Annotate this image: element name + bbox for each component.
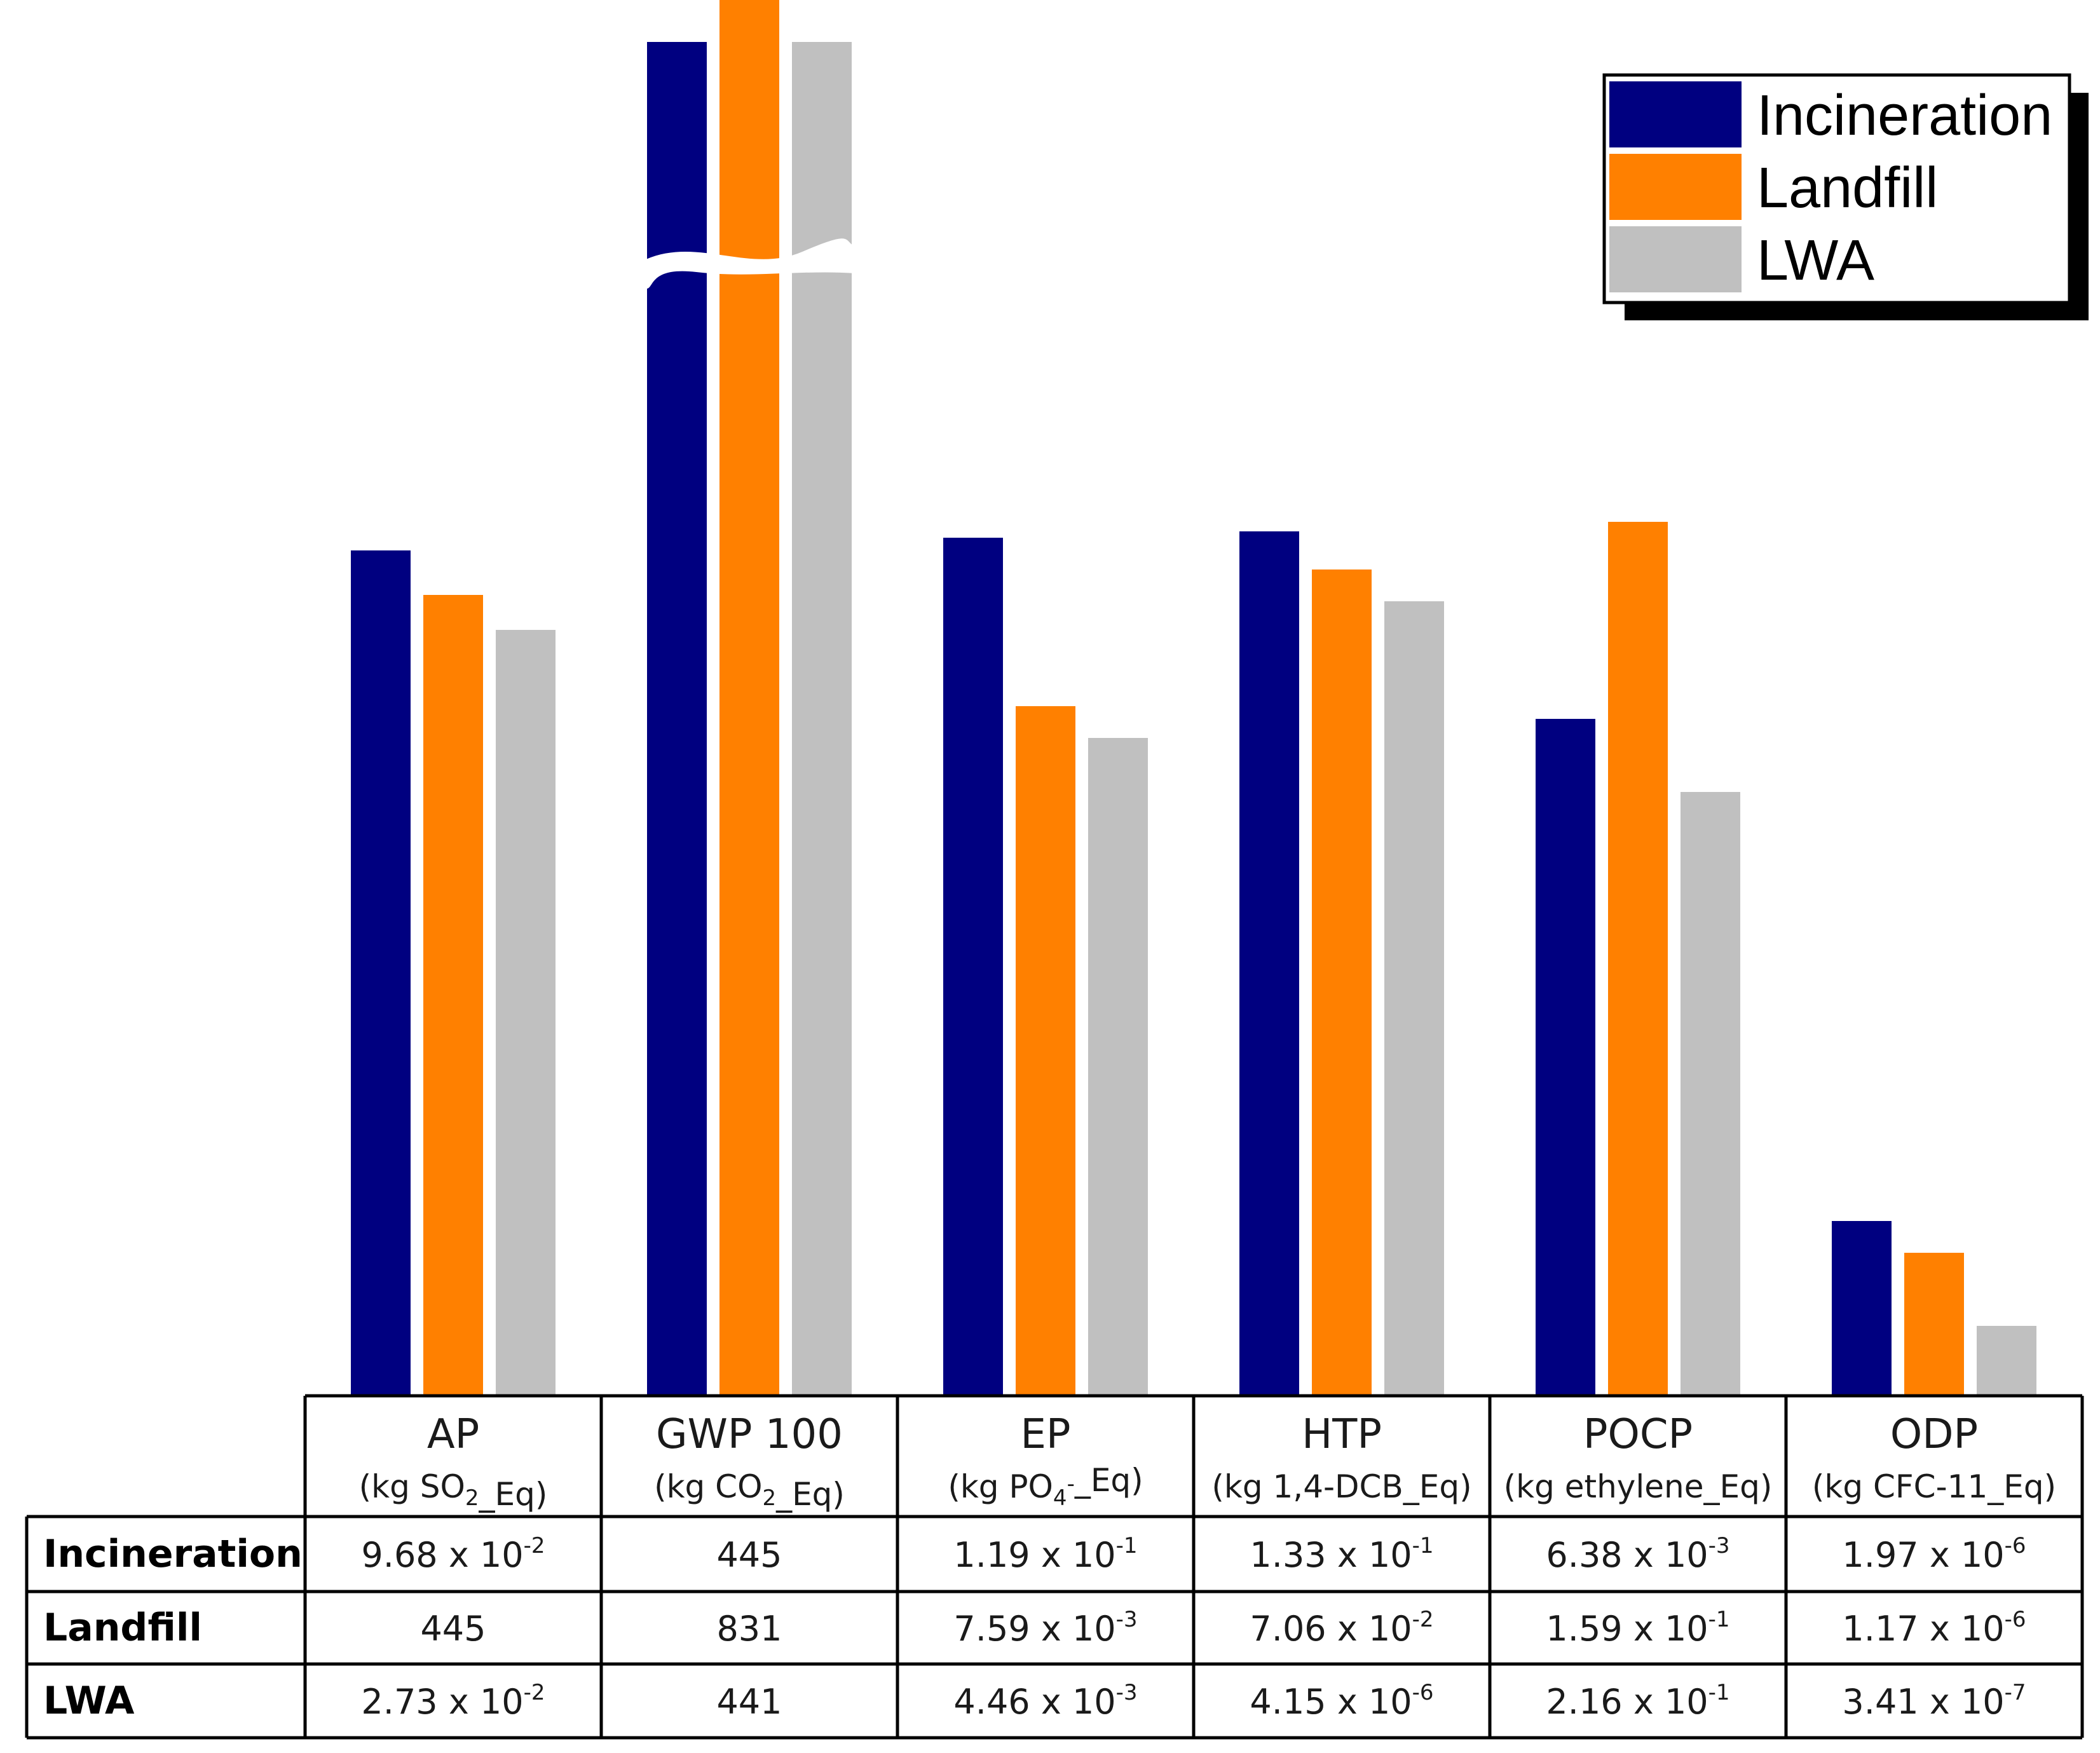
table-header-unit: (kg PO4-_Eq): [948, 1462, 1143, 1511]
bar-lwa-odp: [1977, 1326, 2036, 1396]
bar-lwa-ep: [1088, 738, 1148, 1396]
table-cell: 6.38 x 10-3: [1546, 1533, 1729, 1575]
bar-lwa-htp: [1384, 601, 1444, 1396]
table-header-unit: (kg CO2_Eq): [654, 1468, 845, 1513]
table-header-gwp-100: GWP 100: [656, 1411, 843, 1458]
table-header-unit: (kg 1,4-DCB_Eq): [1211, 1468, 1471, 1505]
bar-lwa-pocp: [1681, 792, 1740, 1396]
table-row-label-lwa: LWA: [43, 1679, 135, 1723]
bar-incineration-ep: [943, 538, 1003, 1396]
bar-landfill-gwp-100: [719, 0, 779, 1396]
legend-label-landfill: Landfill: [1757, 156, 1938, 220]
table-cell: 1.17 x 10-6: [1842, 1607, 2026, 1649]
bar-landfill-odp: [1904, 1253, 1964, 1396]
table-header-unit: (kg CFC-11_Eq): [1812, 1468, 2056, 1505]
bar-incineration-gwp-100: [647, 42, 707, 1396]
table-cell: 9.68 x 10-2: [361, 1533, 545, 1575]
table-cell: 445: [420, 1609, 486, 1649]
table-cell: 4.46 x 10-3: [953, 1680, 1137, 1722]
axis-break-wave: [643, 238, 856, 289]
bar-landfill-ep: [1016, 706, 1075, 1396]
table-header-htp: HTP: [1302, 1411, 1382, 1458]
table-cell: 1.59 x 10-1: [1546, 1607, 1729, 1649]
table-cell: 831: [716, 1609, 782, 1649]
table-cell: 1.97 x 10-6: [1842, 1533, 2026, 1575]
bar-incineration-odp: [1832, 1221, 1892, 1396]
table-cell: 1.19 x 10-1: [953, 1533, 1137, 1575]
table-cell: 2.73 x 10-2: [361, 1680, 545, 1722]
table-row-label-landfill: Landfill: [43, 1606, 202, 1650]
data-table: AP (kg SO2_Eq) GWP 100 (kg CO2_Eq) EP(kg PO4…: [25, 1394, 2084, 1740]
table-header-ep: EP: [1020, 1411, 1070, 1458]
legend-label-lwa: LWA: [1757, 229, 1874, 292]
bar-incineration-pocp: [1536, 719, 1595, 1396]
bar-landfill-htp: [1312, 570, 1372, 1396]
table-cell: 7.59 x 10-3: [953, 1607, 1137, 1649]
bar-lwa-ap: [496, 630, 556, 1396]
table-cell: 3.41 x 10-7: [1842, 1680, 2026, 1722]
bar-incineration-htp: [1239, 531, 1299, 1396]
table-cell: 7.06 x 10-2: [1250, 1607, 1433, 1649]
table-row-label-incineration: Incineration: [43, 1532, 303, 1576]
table-header-unit: (kg SO2_Eq): [359, 1468, 548, 1513]
bar-incineration-ap: [351, 550, 411, 1396]
bar-landfill-pocp: [1608, 522, 1668, 1396]
table-cell: 1.33 x 10-1: [1250, 1533, 1433, 1575]
table-header-odp: ODP: [1890, 1411, 1978, 1458]
legend-swatch-lwa: [1609, 226, 1742, 292]
table-header-unit: (kg ethylene_Eq): [1504, 1468, 1773, 1505]
table-cell: 441: [716, 1682, 782, 1722]
legend-label-incineration: Incineration: [1757, 84, 2052, 147]
table-header-ap: AP: [427, 1411, 479, 1458]
table-cell: 2.16 x 10-1: [1546, 1680, 1729, 1722]
table-cell: 4.15 x 10-6: [1250, 1680, 1433, 1722]
bar-landfill-ap: [423, 595, 483, 1396]
legend-swatch-landfill: [1609, 154, 1742, 220]
legend-swatch-incineration: [1609, 81, 1742, 147]
table-cell: 445: [716, 1535, 782, 1575]
table-header-pocp: POCP: [1583, 1411, 1693, 1458]
legend: Incineration Landfill LWA: [1602, 73, 2089, 320]
axis-break-group: [643, 238, 856, 289]
